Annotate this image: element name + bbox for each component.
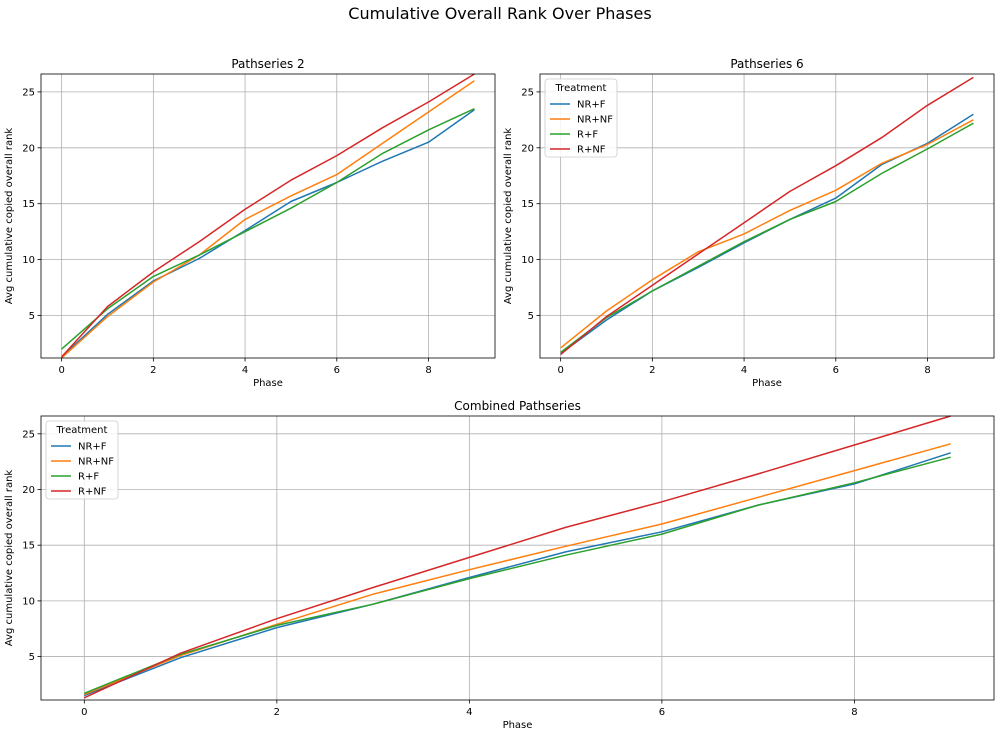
series-line-r-nf (61, 73, 475, 358)
x-tick-label: 2 (150, 365, 156, 376)
legend-entry: NR+NF (577, 115, 613, 126)
x-tick-label: 2 (649, 365, 655, 376)
x-tick-label: 4 (741, 365, 747, 376)
x-tick-label: 8 (425, 365, 431, 376)
x-tick-label: 4 (242, 365, 248, 376)
y-tick-label: 15 (521, 199, 534, 210)
series-line-r-f (84, 456, 951, 694)
x-tick-label: 0 (58, 365, 64, 376)
x-tick-label: 0 (557, 365, 563, 376)
y-tick-label: 25 (22, 87, 35, 98)
series-line-r-nf (83, 415, 951, 699)
subplot-title: Pathseries 6 (730, 57, 803, 71)
figure-title: Cumulative Overall Rank Over Phases (348, 4, 651, 23)
series-line-r-nf (560, 76, 974, 356)
legend: Treatment NR+F NR+NF R+F R+NF (45, 420, 119, 500)
axes-frame (40, 415, 995, 701)
y-tick-label: 20 (521, 143, 534, 154)
x-tick-label: 4 (466, 707, 472, 718)
y-axis-label: Avg cumulative copied overall rank (4, 128, 15, 305)
y-tick-label: 20 (22, 143, 35, 154)
y-tick-label: 20 (22, 485, 35, 496)
legend-title: Treatment (555, 83, 607, 94)
subplot-title: Pathseries 2 (231, 57, 304, 71)
legend: Treatment NR+F NR+NF R+F R+NF (544, 78, 618, 158)
series-line-nr-f (560, 113, 974, 355)
subplot-1: 0 2 4 6 8 5 10 15 20 25 Pathseries 2 Phase Avg cumul… (4, 57, 496, 389)
axes-frame (40, 73, 496, 359)
y-axis-label: Avg cumulative copied overall rank (503, 128, 514, 305)
legend-entry: R+F (577, 130, 598, 141)
y-tick-label: 10 (22, 596, 35, 607)
legend-entry: NR+F (577, 100, 606, 111)
legend-entry: NR+F (78, 442, 107, 453)
legend-box (544, 78, 618, 158)
subplot-title: Combined Pathseries (454, 399, 581, 413)
y-tick-label: 5 (29, 652, 35, 663)
legend-entry: NR+NF (78, 457, 114, 468)
x-tick-label: 6 (659, 707, 665, 718)
x-tick-label: 6 (833, 365, 839, 376)
y-tick-label: 25 (521, 87, 534, 98)
subplot-3: 0 2 4 6 8 5 10 15 20 25 Combined Pathseries Phase Av… (4, 399, 995, 731)
series-line-nr-nf (61, 80, 475, 359)
y-tick-label: 10 (22, 255, 35, 266)
series-line-nr-nf (560, 119, 974, 349)
x-tick-label: 8 (851, 707, 857, 718)
x-tick-label: 0 (81, 707, 87, 718)
legend-entry: R+NF (577, 145, 606, 156)
legend-box (45, 420, 119, 500)
y-tick-label: 25 (22, 429, 35, 440)
legend-entry: R+F (78, 472, 99, 483)
series-line-nr-f (61, 109, 475, 358)
legend-title: Treatment (56, 425, 108, 436)
x-axis-label: Phase (253, 378, 283, 389)
y-tick-label: 15 (22, 541, 35, 552)
x-tick-label: 2 (274, 707, 280, 718)
y-tick-label: 15 (22, 199, 35, 210)
subplot-2: 0 2 4 6 8 5 10 15 20 25 Pathseries 6 Phase Avg cumul… (503, 57, 995, 389)
x-tick-label: 8 (924, 365, 930, 376)
x-tick-label: 6 (334, 365, 340, 376)
x-axis-label: Phase (752, 378, 782, 389)
legend-entry: R+NF (78, 487, 107, 498)
y-tick-label: 5 (29, 311, 35, 322)
y-axis-label: Avg cumulative copied overall rank (4, 470, 15, 647)
axes-frame (539, 73, 995, 359)
series-line-r-f (560, 122, 974, 353)
y-tick-label: 10 (521, 255, 534, 266)
series-line-r-f (61, 108, 475, 350)
x-axis-label: Phase (503, 720, 533, 731)
y-tick-label: 5 (528, 311, 534, 322)
